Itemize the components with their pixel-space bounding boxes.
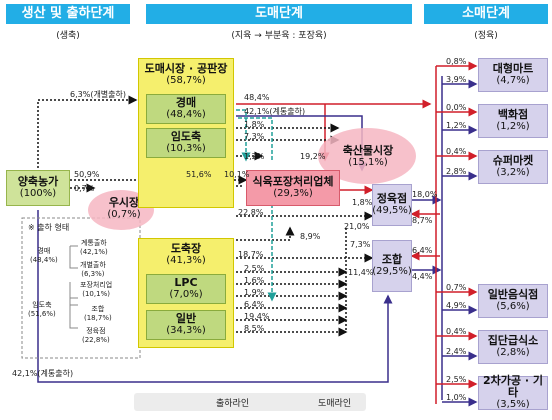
label-s-19: 1,9% xyxy=(244,288,265,297)
node-processing: 2차가공 · 기타 (3,5%) xyxy=(478,375,548,410)
label-wm-48: 48,4% xyxy=(244,93,270,102)
node-catering: 집단급식소 (2,8%) xyxy=(478,330,548,364)
label-farm-07: 0,7% xyxy=(74,184,95,193)
label-bt-87: 8,7% xyxy=(412,216,433,225)
label-b-18: 1,8% xyxy=(352,198,373,207)
label-farm-wm: 6,3%(개별출하) xyxy=(70,90,127,99)
shipment-consign-item: 정육점 (22,8%) xyxy=(82,327,110,344)
legend-wholesale: 도매라인 xyxy=(318,399,352,409)
label-bottom-421: 42,1%(계통출하) xyxy=(12,369,74,378)
label-s-89: 8,9% xyxy=(300,232,321,241)
label-s-85: 8,5% xyxy=(244,324,265,333)
label-mart-b: 3,9% xyxy=(446,75,467,84)
label-wm-18: 1,8% xyxy=(244,120,265,129)
label-super-a: 0,4% xyxy=(446,147,467,156)
sub-retail: (정육) xyxy=(474,31,498,41)
label-wm-421: 42,1%(계통출하) xyxy=(244,107,306,116)
shipment-consign-group: 임도축 (51,6%) xyxy=(28,301,56,318)
label-s-194: 19,4% xyxy=(244,312,270,321)
label-s-16: 1,6% xyxy=(244,276,265,285)
line-farm-wm xyxy=(37,95,138,172)
header-retail: 소매단계 xyxy=(424,4,548,24)
node-farm: 양축농가 (100%) xyxy=(6,170,70,206)
node-restaurant: 일반음식점 (5,6%) xyxy=(478,284,548,318)
label-rest-a: 0,7% xyxy=(446,283,467,292)
node-mart: 대형마트 (4,7%) xyxy=(478,58,548,92)
label-un-64: 6,4% xyxy=(412,246,433,255)
shipment-auction-item: 계통출하 (42,1%) xyxy=(80,239,108,256)
header-wholesale: 도매단계 xyxy=(146,4,412,24)
node-super: 슈퍼마켓 (3,2%) xyxy=(478,150,548,184)
line-teal-loop xyxy=(236,117,273,160)
legend-ship: 출하라인 xyxy=(216,399,250,409)
shipment-consign-item: 조합 (18,7%) xyxy=(84,305,112,322)
legend: 출하라인 도매라인 xyxy=(134,393,366,411)
label-u-114: 11,4% xyxy=(348,268,374,277)
label-s-25: 2,5% xyxy=(244,264,265,273)
node-butcher: 정육점 (49,5%) xyxy=(372,184,412,226)
shipment-auction-group: 경매 (48,4%) xyxy=(30,247,58,264)
label-pk-101: 10,1% xyxy=(224,170,250,179)
node-packing: 식육포장처리업체 (29,3%) xyxy=(246,170,340,206)
label-wm-73: 7,3% xyxy=(244,132,265,141)
line-s-89 xyxy=(236,226,295,241)
label-s-228: 22,8% xyxy=(238,208,264,217)
label-proc-a: 2,5% xyxy=(446,375,467,384)
label-cat-a: 0,4% xyxy=(446,327,467,336)
sub-wholesale: (지육 → 부분육 : 포장육) xyxy=(231,31,327,41)
node-meat-market: 축산물시장 (15,1%) xyxy=(342,144,394,169)
label-un-44: 4,4% xyxy=(412,272,433,281)
node-union: 조합 (29,5%) xyxy=(372,240,412,292)
label-dept-b: 1,2% xyxy=(446,121,467,130)
header-production: 생산 및 출하단계 xyxy=(6,4,130,24)
line-bottom-421 xyxy=(37,210,393,383)
label-s-187: 18,7% xyxy=(238,250,264,259)
shipment-auction-item: 개별출하 (6,3%) xyxy=(80,261,106,278)
label-proc-b: 1,0% xyxy=(446,393,467,402)
node-cattle-market: 우시장 (0,7%) xyxy=(107,196,141,221)
shipment-consign-item: 포장처리업 (10,1%) xyxy=(80,281,113,298)
label-mart-a: 0,8% xyxy=(446,57,467,66)
sub-production: (생축) xyxy=(56,31,80,41)
label-u-73: 7,3% xyxy=(350,240,371,249)
label-bt-180: 18,0% xyxy=(412,190,438,199)
label-farm-509: 50,9% xyxy=(74,170,100,179)
label-cat-b: 2,4% xyxy=(446,347,467,356)
node-auction: 경매 (48,4%) xyxy=(146,94,226,124)
label-dept-a: 0,0% xyxy=(446,103,467,112)
node-dept: 백화점 (1,2%) xyxy=(478,104,548,138)
label-b-210: 21,0% xyxy=(344,222,370,231)
label-super-b: 2,8% xyxy=(446,167,467,176)
line-teal-wm xyxy=(236,109,251,162)
label-wm-12: 1,2% xyxy=(244,152,265,161)
node-general: 일반 (34,3%) xyxy=(146,310,226,340)
label-s-64: 6,4% xyxy=(244,300,265,309)
label-cm-516: 51,6% xyxy=(186,170,212,179)
label-mm-pack: 19,2% xyxy=(300,152,326,161)
node-consignment: 임도축 (10,3%) xyxy=(146,128,226,158)
label-rest-b: 4,9% xyxy=(446,301,467,310)
shipment-note-title: ※ 출하 형태 xyxy=(28,223,70,232)
node-lpc: LPC (7,0%) xyxy=(146,274,226,304)
